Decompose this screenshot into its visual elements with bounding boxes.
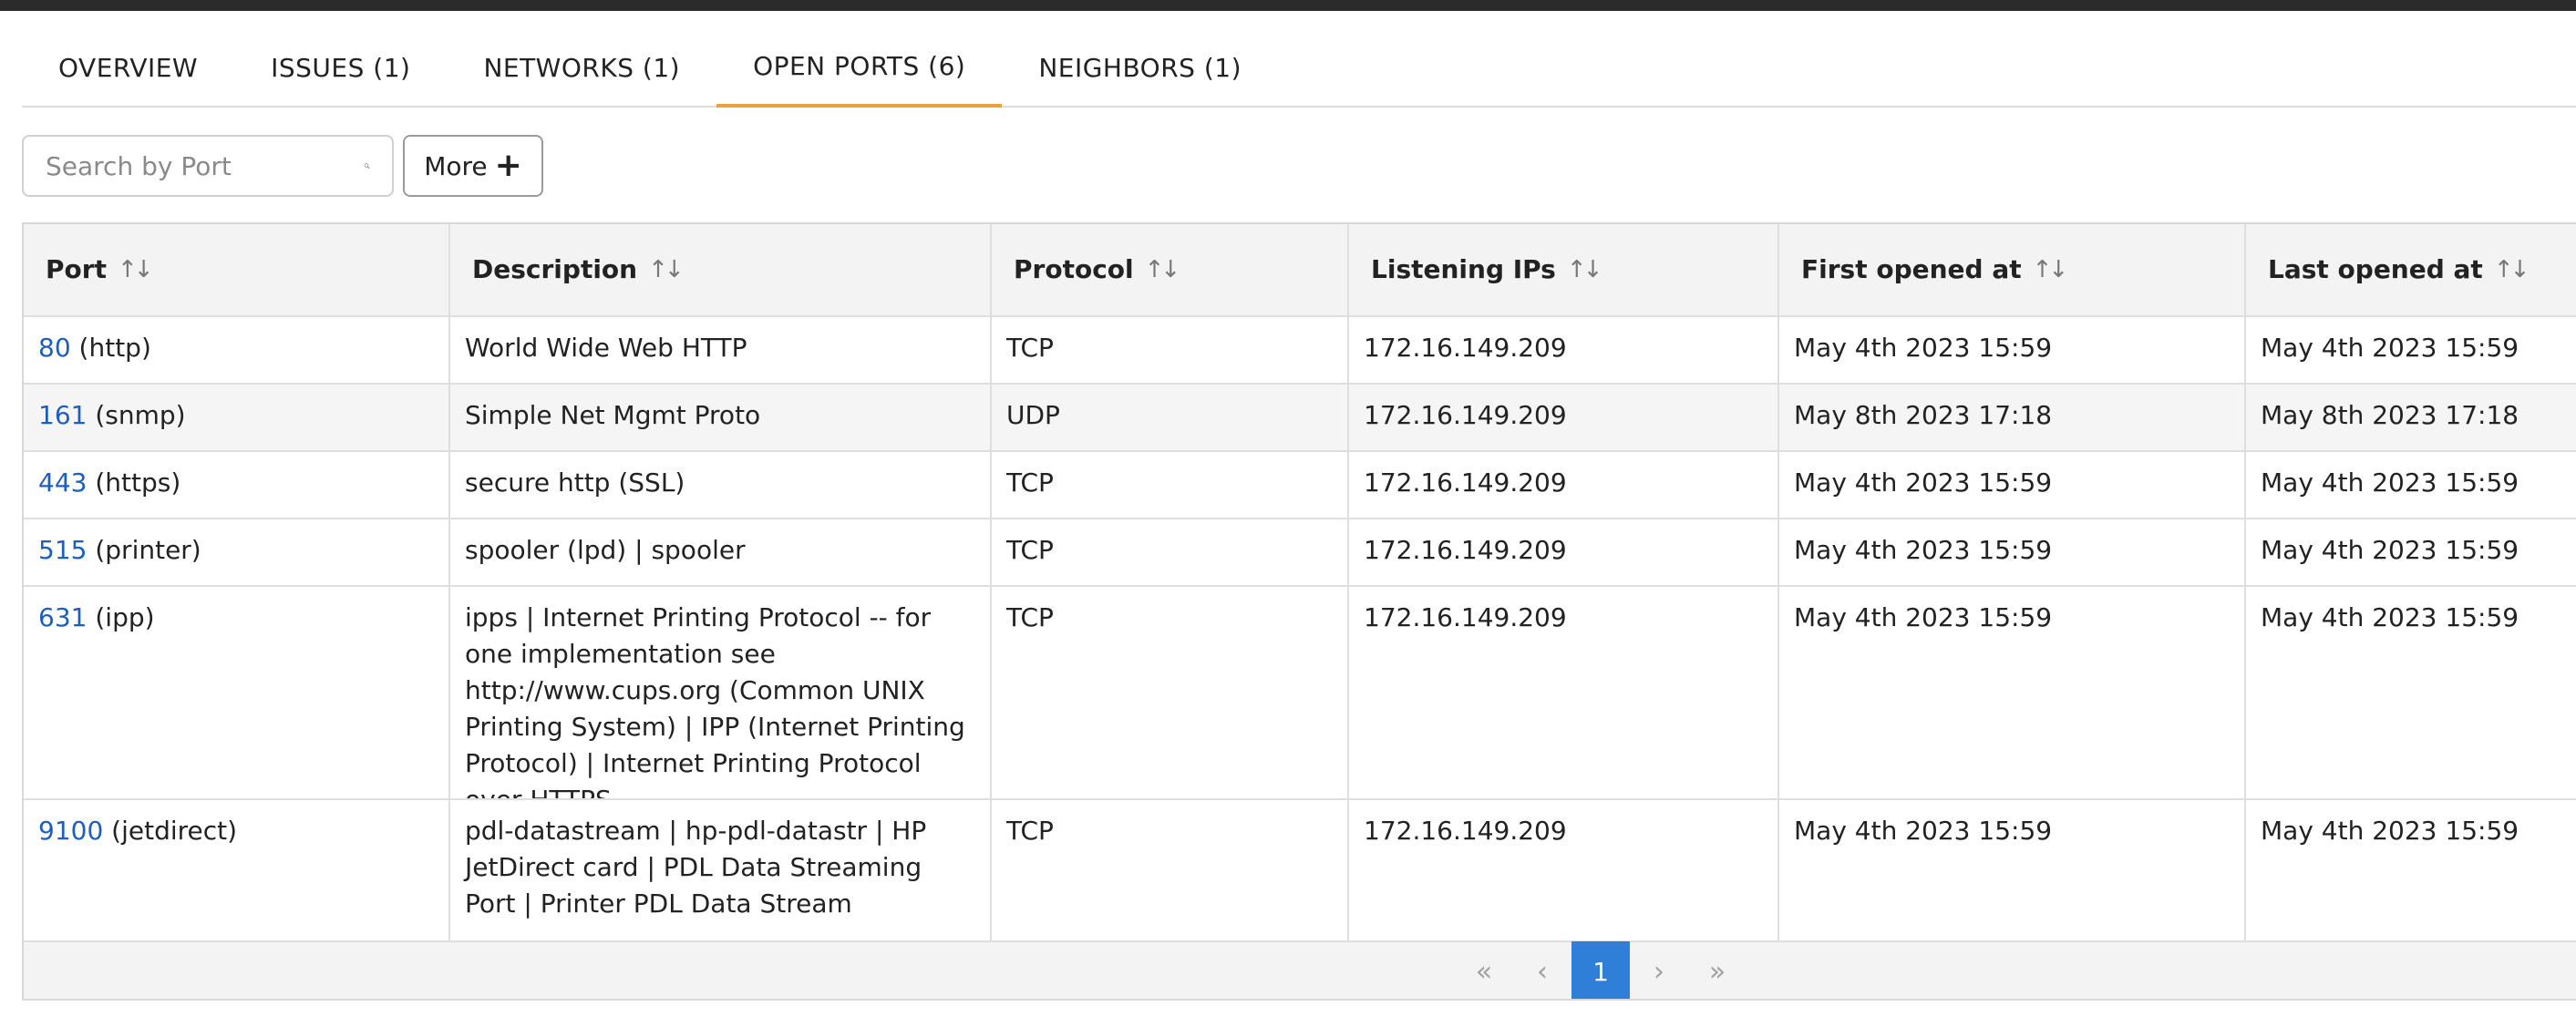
listening-ips-cell: 172.16.149.209: [1349, 385, 1779, 450]
more-filters-button[interactable]: More +: [403, 135, 543, 197]
description-cell: Simple Net Mgmt Proto: [450, 385, 992, 450]
pagination: « ‹ 1 › »: [24, 940, 2576, 999]
sort-icon[interactable]: ↑↓: [2493, 256, 2530, 283]
tab-networks[interactable]: NETWORKS (1): [483, 52, 681, 83]
description-cell: secure http (SSL): [450, 452, 992, 518]
column-header-description[interactable]: Description ↑↓: [450, 224, 992, 315]
description-cell: ipps | Internet Printing Protocol -- for…: [450, 587, 992, 798]
sort-icon[interactable]: ↑↓: [648, 256, 685, 283]
listening-ips-cell: 172.16.149.209: [1349, 587, 1779, 798]
last-opened-cell: May 4th 2023 15:59: [2261, 535, 2519, 565]
more-button-label: More: [424, 150, 488, 181]
first-opened-cell: May 4th 2023 15:59: [1779, 452, 2246, 518]
protocol-cell: TCP: [992, 317, 1349, 383]
tab-open-ports[interactable]: OPEN PORTS (6): [716, 27, 1003, 108]
plus-icon: +: [494, 147, 522, 184]
search-input[interactable]: [46, 150, 364, 181]
top-app-bar: [0, 0, 2576, 11]
last-page-button[interactable]: »: [1708, 955, 1726, 988]
port-link[interactable]: 161: [38, 400, 88, 430]
tab-neighbors[interactable]: NEIGHBORS (1): [1038, 52, 1242, 83]
first-page-button[interactable]: «: [1475, 955, 1493, 988]
sort-icon[interactable]: ↑↓: [2032, 256, 2069, 283]
table-row: 161 (snmp) Simple Net Mgmt Proto UDP 172…: [24, 385, 2576, 452]
protocol-cell: TCP: [992, 587, 1349, 798]
open-ports-table: Port ↑↓ Description ↑↓ Protocol ↑↓ Listenin…: [22, 222, 2576, 1001]
table-row: 9100 (jetdirect) pdl-datastream | hp-pdl…: [24, 800, 2576, 942]
tab-overview[interactable]: OVERVIEW: [58, 52, 199, 83]
table-row: 631 (ipp) ipps | Internet Printing Proto…: [24, 587, 2576, 800]
table-row: 80 (http) World Wide Web HTTP TCP 172.16…: [24, 317, 2576, 385]
sort-icon[interactable]: ↑↓: [1144, 256, 1181, 283]
first-opened-cell: May 4th 2023 15:59: [1779, 800, 2246, 942]
column-header-last-opened[interactable]: Last opened at ↑↓: [2246, 224, 2576, 315]
port-cell: 631 (ipp): [24, 587, 450, 798]
first-opened-cell: May 4th 2023 15:59: [1779, 317, 2246, 383]
protocol-cell: TCP: [992, 519, 1349, 585]
protocol-cell: TCP: [992, 452, 1349, 518]
table-row: 443 (https) secure http (SSL) TCP 172.16…: [24, 452, 2576, 519]
port-cell: 161 (snmp): [24, 385, 450, 450]
port-cell: 9100 (jetdirect): [24, 800, 450, 942]
port-cell: 515 (printer): [24, 519, 450, 585]
page-1-button[interactable]: 1: [1571, 941, 1630, 999]
port-link[interactable]: 80: [38, 333, 71, 363]
port-link[interactable]: 631: [38, 602, 88, 632]
next-page-button[interactable]: ›: [1654, 955, 1664, 988]
port-cell: 80 (http): [24, 317, 450, 383]
tab-issues[interactable]: ISSUES (1): [271, 52, 411, 83]
first-opened-cell: May 4th 2023 15:59: [1779, 587, 2246, 798]
protocol-cell: TCP: [992, 800, 1349, 942]
last-opened-cell: May 4th 2023 15:59: [2261, 816, 2519, 846]
port-link[interactable]: 515: [38, 535, 88, 565]
sort-icon[interactable]: ↑↓: [1566, 256, 1603, 283]
prev-page-button[interactable]: ‹: [1537, 955, 1548, 988]
port-link[interactable]: 9100: [38, 816, 104, 846]
sort-icon[interactable]: ↑↓: [117, 256, 154, 283]
last-opened-cell: May 4th 2023 15:59: [2261, 602, 2519, 632]
last-opened-cell: May 8th 2023 17:18: [2261, 400, 2519, 430]
port-cell: 443 (https): [24, 452, 450, 518]
table-row: 515 (printer) spooler (lpd) | spooler TC…: [24, 519, 2576, 587]
listening-ips-cell: 172.16.149.209: [1349, 519, 1779, 585]
first-opened-cell: May 8th 2023 17:18: [1779, 385, 2246, 450]
port-link[interactable]: 443: [38, 467, 88, 498]
column-header-protocol[interactable]: Protocol ↑↓: [992, 224, 1349, 315]
column-header-first-opened[interactable]: First opened at ↑↓: [1779, 224, 2246, 315]
tab-bar: OVERVIEW ISSUES (1) NETWORKS (1) OPEN PO…: [22, 27, 2576, 108]
description-cell: World Wide Web HTTP: [450, 317, 992, 383]
listening-ips-cell: 172.16.149.209: [1349, 800, 1779, 942]
last-opened-cell: May 4th 2023 15:59: [2261, 467, 2519, 498]
search-box: [22, 135, 394, 197]
table-header-row: Port ↑↓ Description ↑↓ Protocol ↑↓ Listenin…: [24, 224, 2576, 317]
description-cell: spooler (lpd) | spooler: [450, 519, 992, 585]
column-header-listening-ips[interactable]: Listening IPs ↑↓: [1349, 224, 1779, 315]
protocol-cell: UDP: [992, 385, 1349, 450]
first-opened-cell: May 4th 2023 15:59: [1779, 519, 2246, 585]
listening-ips-cell: 172.16.149.209: [1349, 317, 1779, 383]
description-cell: pdl-datastream | hp-pdl-datastr | HP Jet…: [450, 800, 992, 942]
last-opened-cell: May 4th 2023 15:59: [2261, 333, 2519, 363]
column-header-port[interactable]: Port ↑↓: [24, 224, 450, 315]
search-icon[interactable]: [364, 150, 370, 181]
listening-ips-cell: 172.16.149.209: [1349, 452, 1779, 518]
